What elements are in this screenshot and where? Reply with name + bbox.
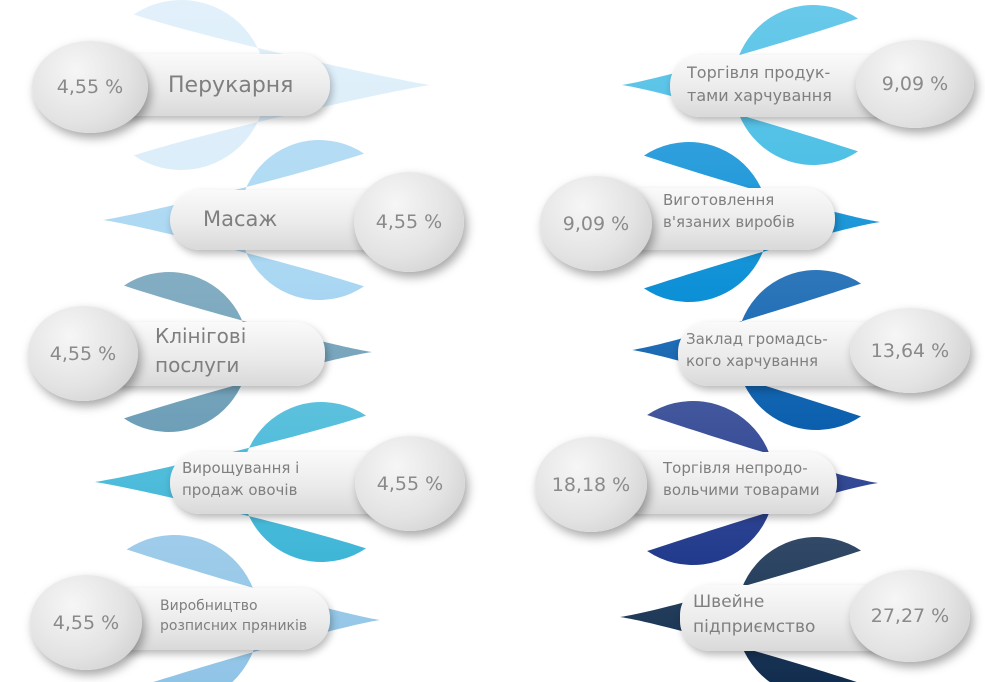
value-circle: 4,55 % (32, 41, 148, 133)
category-label: Заклад громадсь-кого харчування (686, 329, 828, 373)
category-label: Виготовлення в'язаних виробів (663, 190, 795, 234)
category-label-line: продаж овочів (182, 480, 298, 499)
category-label: Масаж (203, 204, 277, 234)
value-label: 4,55 % (375, 211, 443, 233)
value-circle: 4,55 % (30, 575, 142, 670)
value-circle: 13,64 % (850, 308, 970, 393)
category-label-line: кого харчування (686, 351, 819, 370)
category-label: Вирощування і продаж овочів (182, 458, 299, 502)
value-label: 13,64 % (870, 339, 950, 362)
category-label-line: Швейне (693, 592, 765, 612)
value-circle: 9,09 % (540, 176, 652, 271)
category-label-line: Вирощування і (182, 459, 300, 477)
drop-fill (632, 270, 861, 430)
value-circle: 4,55 % (354, 172, 464, 272)
category-label: Торгівля непродо-вольчими товарами (663, 458, 820, 502)
value-circle: 18,18 % (535, 437, 647, 532)
value-label: 9,09 % (881, 73, 949, 95)
value-circle: 4,55 % (28, 306, 138, 401)
category-label: Клінігові послуги (155, 322, 246, 380)
category-label-line: вольчими товарами (663, 480, 820, 499)
category-label-line: Масаж (203, 207, 278, 231)
category-label-line: тами харчування (687, 86, 832, 106)
category-label-line: послуги (155, 353, 240, 377)
category-label: Перукарня (168, 70, 293, 102)
value-label: 4,55 % (49, 342, 117, 365)
category-label-line: Торгівля непродо- (663, 459, 808, 477)
value-label: 4,55 % (376, 472, 444, 495)
drop-fill (620, 537, 861, 682)
category-label-line: розписних пряників (160, 618, 308, 635)
value-label: 4,55 % (56, 76, 124, 98)
value-label: 9,09 % (562, 212, 630, 235)
category-label-line: Виготовлення (663, 191, 775, 209)
value-label: 27,27 % (870, 605, 950, 627)
category-label-line: Заклад громадсь- (686, 330, 828, 348)
value-label: 18,18 % (551, 473, 631, 496)
category-label-line: Перукарня (168, 73, 294, 98)
category-label-line: Клінігові (155, 324, 247, 348)
value-circle: 27,27 % (850, 570, 970, 662)
category-label-line: підприємство (693, 616, 816, 637)
category-label: Виробництво розписних пряників (160, 596, 307, 637)
drop-fill (126, 535, 380, 682)
category-label-line: в'язаних виробів (663, 212, 795, 231)
category-label-line: Торгівля продук- (687, 63, 831, 82)
value-circle: 4,55 % (355, 436, 465, 531)
category-label: Торгівля продук-тами харчування (687, 61, 832, 107)
category-label-line: Виробництво (160, 598, 258, 614)
category-label: Швейне підприємство (693, 590, 815, 639)
label-pill (612, 452, 837, 514)
drop-fill (622, 5, 858, 166)
value-label: 4,55 % (52, 611, 120, 634)
value-circle: 9,09 % (856, 40, 974, 128)
